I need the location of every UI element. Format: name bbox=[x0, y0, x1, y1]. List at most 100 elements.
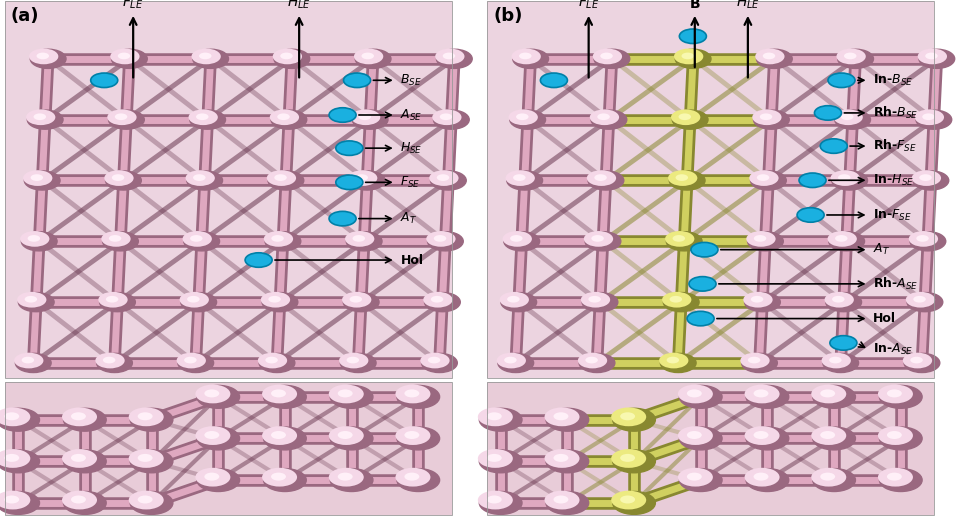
Circle shape bbox=[745, 426, 780, 445]
Circle shape bbox=[37, 53, 49, 59]
Circle shape bbox=[99, 293, 135, 312]
Circle shape bbox=[554, 454, 568, 462]
Circle shape bbox=[887, 472, 902, 481]
Circle shape bbox=[23, 170, 52, 186]
Circle shape bbox=[265, 357, 278, 364]
Circle shape bbox=[330, 427, 372, 450]
Circle shape bbox=[746, 427, 788, 450]
Circle shape bbox=[613, 450, 655, 473]
Circle shape bbox=[105, 171, 141, 190]
Circle shape bbox=[336, 175, 363, 190]
Text: $A_{T}$: $A_{T}$ bbox=[873, 242, 891, 257]
Circle shape bbox=[274, 49, 310, 68]
Circle shape bbox=[834, 109, 863, 125]
Circle shape bbox=[887, 431, 902, 439]
Circle shape bbox=[813, 427, 855, 450]
Circle shape bbox=[841, 113, 853, 120]
Circle shape bbox=[670, 171, 705, 190]
Circle shape bbox=[878, 384, 913, 404]
Circle shape bbox=[270, 109, 299, 125]
Circle shape bbox=[205, 390, 219, 397]
Circle shape bbox=[673, 235, 685, 242]
Circle shape bbox=[62, 491, 97, 510]
Circle shape bbox=[812, 468, 846, 486]
Circle shape bbox=[916, 110, 951, 129]
Circle shape bbox=[478, 449, 512, 468]
Circle shape bbox=[274, 174, 287, 181]
Circle shape bbox=[355, 174, 368, 181]
Circle shape bbox=[681, 53, 694, 59]
Circle shape bbox=[115, 113, 127, 120]
Circle shape bbox=[925, 53, 938, 59]
Circle shape bbox=[106, 296, 119, 303]
Circle shape bbox=[339, 353, 369, 368]
Circle shape bbox=[746, 469, 788, 492]
Circle shape bbox=[110, 49, 140, 64]
Circle shape bbox=[757, 174, 769, 181]
Circle shape bbox=[906, 292, 935, 308]
Circle shape bbox=[590, 109, 620, 125]
Circle shape bbox=[0, 492, 40, 514]
Bar bbox=[487, 1, 934, 378]
Circle shape bbox=[497, 353, 526, 368]
Circle shape bbox=[96, 353, 124, 368]
Circle shape bbox=[519, 53, 532, 59]
Circle shape bbox=[832, 171, 868, 190]
Circle shape bbox=[338, 390, 352, 397]
Circle shape bbox=[799, 173, 826, 188]
Circle shape bbox=[349, 296, 362, 303]
Circle shape bbox=[268, 296, 281, 303]
Circle shape bbox=[71, 412, 86, 420]
Circle shape bbox=[751, 296, 763, 303]
Circle shape bbox=[128, 491, 164, 510]
Circle shape bbox=[511, 49, 540, 64]
Circle shape bbox=[27, 110, 63, 129]
Text: $A_{SE}$: $A_{SE}$ bbox=[400, 107, 423, 123]
Circle shape bbox=[920, 174, 932, 181]
Circle shape bbox=[263, 427, 306, 450]
Text: In-$A_{SE}$: In-$A_{SE}$ bbox=[873, 342, 914, 357]
Circle shape bbox=[677, 468, 713, 486]
Circle shape bbox=[821, 353, 851, 368]
Circle shape bbox=[676, 174, 688, 181]
Text: $F_{SE}$: $F_{SE}$ bbox=[400, 175, 421, 190]
Circle shape bbox=[878, 468, 913, 486]
Circle shape bbox=[184, 357, 197, 364]
Circle shape bbox=[678, 113, 691, 120]
Circle shape bbox=[271, 390, 286, 397]
Circle shape bbox=[430, 296, 443, 303]
Circle shape bbox=[754, 390, 768, 397]
Circle shape bbox=[879, 469, 923, 492]
Circle shape bbox=[923, 113, 935, 120]
Circle shape bbox=[677, 426, 713, 445]
Circle shape bbox=[352, 235, 365, 242]
Circle shape bbox=[594, 49, 630, 68]
Circle shape bbox=[754, 431, 768, 439]
Circle shape bbox=[579, 353, 615, 372]
Circle shape bbox=[480, 408, 522, 431]
Circle shape bbox=[440, 113, 453, 120]
Circle shape bbox=[0, 491, 30, 510]
Circle shape bbox=[509, 109, 538, 125]
Circle shape bbox=[516, 113, 529, 120]
Circle shape bbox=[18, 293, 54, 312]
Bar bbox=[5, 1, 452, 378]
Circle shape bbox=[197, 469, 239, 492]
Circle shape bbox=[271, 110, 307, 129]
Circle shape bbox=[434, 235, 446, 242]
Circle shape bbox=[71, 496, 86, 503]
Circle shape bbox=[910, 232, 946, 251]
Circle shape bbox=[0, 408, 30, 426]
Circle shape bbox=[754, 472, 768, 481]
Circle shape bbox=[677, 384, 713, 404]
Circle shape bbox=[504, 357, 516, 364]
Bar bbox=[5, 1, 452, 378]
Circle shape bbox=[266, 170, 296, 186]
Circle shape bbox=[757, 49, 792, 68]
Circle shape bbox=[102, 232, 138, 251]
Circle shape bbox=[91, 73, 118, 88]
Circle shape bbox=[187, 171, 223, 190]
Circle shape bbox=[486, 454, 502, 462]
Circle shape bbox=[261, 292, 290, 308]
Circle shape bbox=[674, 49, 703, 64]
